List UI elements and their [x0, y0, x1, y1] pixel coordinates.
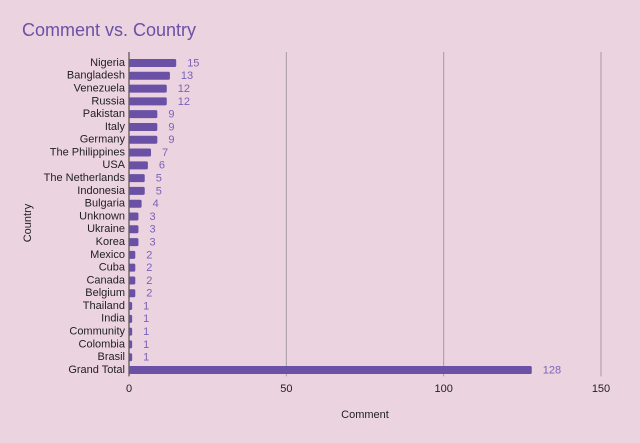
y-tick-label: Germany [80, 134, 126, 146]
y-axis-label: Country [22, 203, 34, 242]
data-label: 5 [156, 185, 162, 197]
data-label: 12 [178, 83, 190, 95]
bar [129, 250, 136, 259]
y-tick-label: Nigeria [90, 57, 126, 69]
data-label: 9 [168, 121, 174, 133]
bar [129, 276, 136, 285]
data-label: 3 [149, 236, 155, 248]
y-tick-label: Italy [105, 121, 126, 133]
y-tick-label: Community [69, 326, 125, 338]
y-tick-label: Venezuela [74, 82, 126, 94]
x-axis-label: Comment [341, 409, 389, 421]
data-label: 12 [178, 96, 190, 108]
data-label: 2 [146, 275, 152, 287]
bar [129, 110, 158, 119]
y-tick-label: Thailand [83, 300, 125, 312]
data-label: 3 [149, 211, 155, 223]
y-tick-label: Indonesia [77, 185, 126, 197]
bar [129, 84, 167, 93]
bar [129, 71, 170, 80]
data-label: 6 [159, 160, 165, 172]
y-tick-label: Mexico [90, 249, 125, 261]
bar [129, 289, 136, 298]
data-label: 9 [168, 134, 174, 146]
bar [129, 314, 133, 323]
y-tick-label: The Netherlands [44, 172, 126, 184]
bar [129, 97, 167, 106]
x-tick-label: 0 [126, 383, 132, 395]
x-tick-label: 100 [434, 383, 452, 395]
bar [129, 327, 133, 336]
y-tick-label: USA [102, 159, 125, 171]
data-label: 1 [143, 352, 149, 364]
data-label: 1 [143, 326, 149, 338]
data-label: 2 [146, 288, 152, 300]
y-tick-label: Bulgaria [85, 198, 126, 210]
y-tick-label: Belgium [85, 287, 125, 299]
bar [129, 353, 133, 362]
y-tick-label: The Philippines [50, 146, 126, 158]
y-tick-label: India [101, 313, 126, 325]
y-tick-label: Pakistan [83, 108, 125, 120]
bar [129, 186, 145, 195]
bar [129, 199, 142, 208]
data-label: 1 [143, 300, 149, 312]
y-tick-label: Colombia [79, 338, 126, 350]
bar [129, 161, 148, 170]
y-tick-label: Bangladesh [67, 70, 125, 82]
data-label: 7 [162, 147, 168, 159]
y-tick-label: Canada [86, 274, 125, 286]
data-label: 1 [143, 339, 149, 351]
bar [129, 340, 133, 349]
bar [129, 263, 136, 272]
y-tick-label: Russia [91, 95, 126, 107]
x-tick-label: 50 [280, 383, 292, 395]
bar [129, 225, 139, 234]
data-label: 5 [156, 173, 162, 185]
bar [129, 174, 145, 183]
bar [129, 366, 532, 375]
data-label: 9 [168, 109, 174, 121]
y-tick-label: Unknown [79, 210, 125, 222]
bar [129, 148, 152, 157]
bar [129, 238, 139, 247]
y-tick-label: Cuba [99, 262, 126, 274]
data-label: 15 [187, 57, 199, 69]
data-label: 1 [143, 313, 149, 325]
x-tick-label: 150 [592, 383, 610, 395]
y-tick-label: Korea [96, 236, 126, 248]
bar [129, 212, 139, 221]
bar [129, 135, 158, 144]
y-tick-label: Brasil [97, 351, 125, 363]
data-label: 2 [146, 249, 152, 261]
data-label: 128 [543, 364, 561, 376]
chart-title: Comment vs. Country [22, 20, 196, 40]
bar [129, 302, 133, 311]
y-tick-label: Grand Total [68, 364, 125, 376]
data-label: 2 [146, 262, 152, 274]
data-label: 3 [149, 224, 155, 236]
data-label: 4 [153, 198, 159, 210]
bar [129, 58, 177, 67]
bar [129, 122, 158, 131]
y-tick-label: Ukraine [87, 223, 125, 235]
data-label: 13 [181, 70, 193, 82]
